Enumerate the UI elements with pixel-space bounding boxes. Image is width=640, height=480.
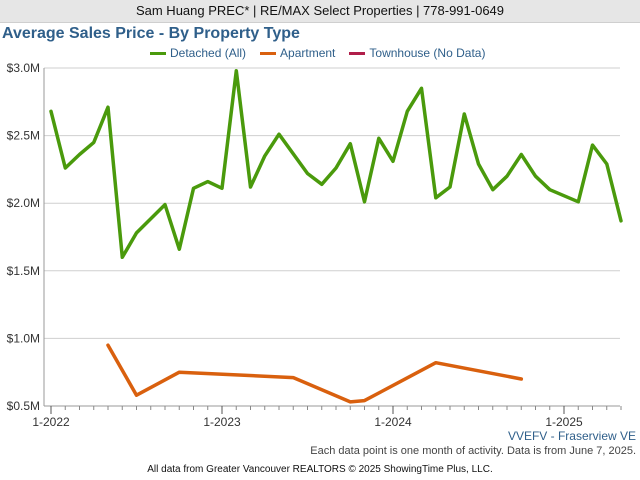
x-tick-label-0: 1-2022	[32, 415, 70, 429]
chart-title: Average Sales Price - By Property Type	[2, 25, 300, 42]
y-tick-label-1: $2.5M	[7, 129, 40, 143]
series-line-0	[49, 68, 623, 260]
legend-swatch-apartment	[260, 51, 277, 55]
y-tick-label-5: $0.5M	[7, 399, 40, 413]
data-note: Each data point is one month of activity…	[310, 445, 636, 457]
x-tick-label-1: 1-2023	[203, 415, 241, 429]
legend-label-townhouse: Townhouse (No Data)	[369, 46, 486, 60]
y-tick-label-0: $3.0M	[7, 61, 40, 75]
legend-swatch-townhouse	[349, 51, 366, 55]
legend-label-apartment: Apartment	[280, 46, 336, 60]
x-tick-label-3: 1-2025	[545, 415, 583, 429]
legend-label-detached: Detached (All)	[170, 46, 247, 60]
header-contact-text: Sam Huang PREC* | RE/MAX Select Properti…	[135, 3, 505, 18]
data-source: All data from Greater Vancouver REALTORS…	[147, 464, 493, 475]
y-tick-label-3: $1.5M	[7, 264, 40, 278]
legend-swatch-detached	[150, 51, 166, 55]
chart-legend: Detached (All) Apartment Townhouse (No D…	[150, 46, 485, 60]
legend-item-apartment[interactable]: Apartment	[260, 46, 335, 60]
series-line-1	[106, 343, 524, 404]
y-tick-label-4: $1.0M	[7, 331, 40, 345]
header-contact-bar: Sam Huang PREC* | RE/MAX Select Properti…	[0, 0, 640, 23]
region-label: VVEFV - Fraserview VE	[507, 429, 636, 443]
legend-item-townhouse[interactable]: Townhouse (No Data)	[349, 46, 485, 60]
y-tick-label-2: $2.0M	[7, 196, 40, 210]
x-tick-label-2: 1-2024	[374, 415, 412, 429]
legend-item-detached[interactable]: Detached (All)	[150, 46, 246, 60]
